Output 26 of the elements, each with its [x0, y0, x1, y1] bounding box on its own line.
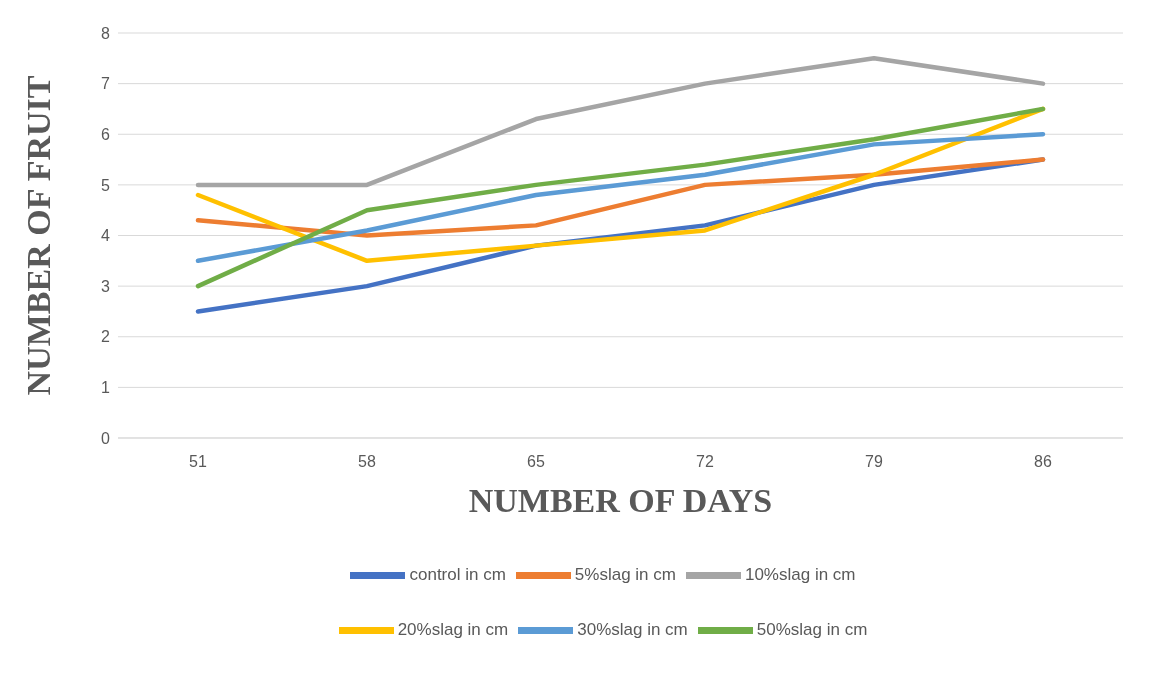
x-axis-title: NUMBER OF DAYS	[468, 482, 773, 520]
y-tick-label: 4	[101, 227, 111, 245]
x-tick-label: 65	[527, 453, 545, 471]
legend-label: control in cm	[409, 564, 506, 584]
legend-label: 20%slag in cm	[397, 619, 509, 639]
y-tick-label: 2	[101, 328, 111, 346]
y-axis-title: NUMBER OF FRUIT	[20, 75, 58, 396]
y-tick-label: 6	[101, 125, 111, 143]
legend-label: 30%slag in cm	[577, 619, 688, 639]
legend-label: 5%slag in cm	[574, 564, 676, 584]
line-series	[195, 132, 1046, 264]
legend-label: 50%slag in cm	[756, 619, 868, 639]
x-tick-label: 58	[358, 453, 376, 471]
y-tick-label: 1	[101, 379, 111, 397]
y-tick-label: 5	[101, 176, 111, 194]
line-series	[195, 56, 1046, 188]
y-tick-label: 3	[101, 277, 111, 295]
x-tick-label: 79	[865, 453, 883, 471]
y-tick-label: 0	[101, 429, 111, 447]
x-tick-label: 86	[1034, 453, 1052, 471]
x-tick-label: 72	[696, 453, 714, 471]
legend-label: 10%slag in cm	[744, 564, 856, 584]
y-tick-label: 7	[101, 75, 111, 93]
line-series	[195, 157, 1046, 238]
y-tick-label: 8	[101, 24, 111, 42]
x-tick-label: 51	[189, 453, 207, 471]
